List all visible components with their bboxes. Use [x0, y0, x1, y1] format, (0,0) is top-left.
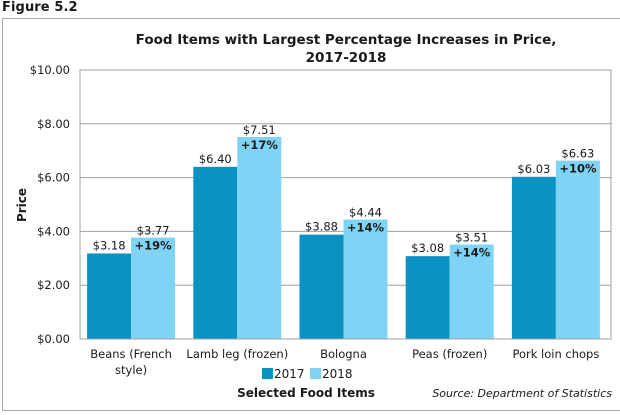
value-label-2017: $6.03: [517, 162, 550, 176]
percent-change-label: +17%: [241, 138, 279, 152]
legend-swatch-2018: [310, 368, 321, 379]
value-label-2018: $3.77: [137, 224, 170, 238]
chart-title-line-1: Food Items with Largest Percentage Incre…: [135, 32, 557, 48]
plot-area-border: [79, 69, 612, 340]
bar-2018: [237, 136, 282, 339]
source-note: Source: Department of Statistics: [432, 387, 612, 400]
legend-label-2018: 2018: [322, 367, 353, 381]
bar-2017: [511, 176, 556, 339]
percent-change-label: +14%: [453, 246, 491, 260]
value-label-2018: $7.51: [243, 123, 276, 137]
bar-2017: [299, 234, 344, 339]
legend-swatch-2017: [262, 368, 273, 379]
y-tick-label: $10.00: [30, 63, 70, 77]
bar-2018: [131, 237, 176, 339]
category-label: Pork loin chops: [512, 347, 599, 361]
value-label-2017: $6.40: [199, 152, 232, 166]
value-label-2017: $3.18: [93, 238, 126, 252]
bar-2017: [193, 166, 238, 339]
bar-2018: [449, 244, 494, 339]
value-label-2018: $6.63: [561, 147, 594, 161]
y-axis-label: Price: [15, 188, 29, 222]
x-axis-categories: Beans (French style) Lamb leg (frozen) Bolo…: [90, 347, 599, 377]
chart-frame: [2, 18, 620, 411]
chart-title: Food Items with Largest Percentage Incre…: [80, 31, 612, 67]
value-label-2017: $3.08: [411, 241, 444, 255]
chart-title-line-2: 2017-2018: [305, 50, 387, 66]
data-labels: $3.18$3.77+19%$6.40$7.51+17%$3.88$4.44+1…: [93, 123, 597, 260]
value-label-2018: $4.44: [349, 206, 382, 220]
category-label: Lamb leg (frozen): [186, 347, 288, 361]
legend-label-2017: 2017: [274, 367, 305, 381]
y-tick-label: $6.00: [37, 171, 70, 185]
x-axis-label: Selected Food Items: [237, 386, 375, 400]
percent-change-label: +19%: [135, 239, 173, 253]
y-tick-label: $4.00: [37, 224, 70, 238]
y-tick-label: $0.00: [37, 332, 70, 346]
category-label: Peas (frozen): [412, 347, 487, 361]
figure-label: Figure 5.2: [2, 0, 78, 15]
category-label: style): [115, 363, 147, 377]
category-label: Bologna: [320, 347, 367, 361]
category-label: Beans (French: [90, 347, 172, 361]
y-axis-ticks: $0.00 $2.00 $4.00 $6.00 $8.00 $10.00: [30, 63, 70, 346]
value-label-2017: $3.88: [305, 220, 338, 234]
y-tick-label: $2.00: [37, 278, 70, 292]
percent-change-label: +10%: [559, 162, 597, 176]
y-tick-label: $8.00: [37, 117, 70, 131]
bars: [87, 136, 600, 339]
bar-2018: [555, 160, 600, 339]
bar-2017: [87, 253, 132, 339]
percent-change-label: +14%: [347, 221, 385, 235]
value-label-2018: $3.51: [455, 231, 488, 245]
bar-2018: [343, 219, 388, 339]
bar-2017: [405, 256, 450, 339]
legend: 2017 2018: [262, 367, 353, 381]
